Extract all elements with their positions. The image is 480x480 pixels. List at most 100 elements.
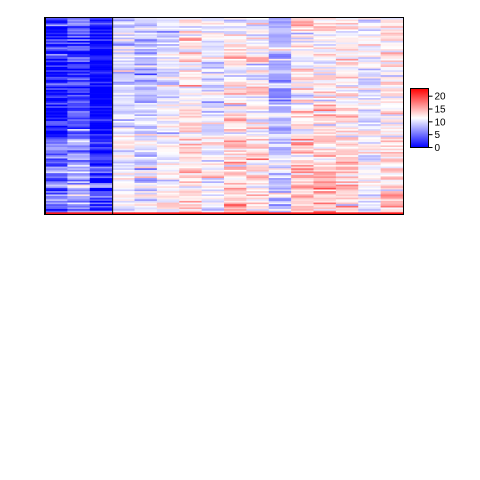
heatmap-cell	[313, 129, 337, 131]
heatmap-cell	[156, 125, 180, 128]
heatmap-cell	[291, 119, 314, 122]
heatmap-cell	[156, 29, 180, 32]
heatmap-cell	[313, 137, 337, 140]
heatmap-cell	[224, 60, 247, 63]
heatmap-cell	[380, 45, 404, 48]
heatmap-cell	[358, 196, 381, 198]
heatmap-cell	[89, 31, 113, 33]
heatmap-cell	[45, 161, 68, 164]
heatmap-cell	[335, 50, 359, 53]
heatmap-cell	[89, 184, 113, 187]
heatmap-cell	[89, 197, 113, 200]
heatmap-cell	[179, 169, 202, 172]
heatmap-cell	[291, 189, 314, 192]
heatmap-cell	[134, 39, 158, 42]
heatmap-cell	[89, 52, 113, 55]
heatmap-cell	[224, 78, 247, 81]
heatmap-cell	[291, 22, 314, 25]
heatmap-cell	[291, 133, 314, 136]
heatmap-cell	[291, 70, 314, 73]
heatmap-cell	[156, 58, 180, 61]
heatmap-cell	[313, 200, 337, 203]
heatmap-cell	[134, 158, 158, 161]
heatmap-cell	[335, 151, 359, 154]
heatmap-cell	[156, 194, 180, 197]
heatmap-cell	[246, 26, 270, 29]
heatmap-cell	[89, 98, 113, 100]
heatmap-cell	[156, 49, 180, 51]
heatmap-cell	[67, 88, 91, 91]
heatmap-cell	[268, 34, 292, 37]
heatmap-cell	[358, 160, 381, 163]
heatmap-cell	[67, 194, 91, 197]
heatmap-cell	[313, 50, 337, 53]
heatmap-cell	[45, 98, 68, 100]
heatmap-cell	[45, 199, 68, 202]
heatmap-cell	[67, 166, 91, 169]
heatmap-cell	[268, 84, 292, 87]
heatmap-cell	[291, 78, 314, 81]
heatmap-cell	[291, 107, 314, 110]
heatmap-cell	[246, 124, 270, 127]
heatmap-cell	[246, 63, 270, 66]
heatmap-cell	[45, 187, 68, 190]
heatmap-cell	[67, 29, 91, 32]
heatmap-cell	[67, 76, 91, 79]
heatmap-cell	[89, 58, 113, 61]
heatmap-cell	[313, 34, 337, 37]
heatmap-cell	[89, 148, 113, 151]
heatmap-cell	[268, 148, 292, 151]
heatmap-cell	[380, 35, 404, 38]
heatmap-cell	[67, 151, 91, 154]
heatmap-cell	[45, 50, 68, 53]
heatmap-cell	[134, 80, 158, 82]
heatmap-cell	[179, 21, 202, 24]
colorbar-tick-label: 5	[435, 130, 441, 141]
heatmap-cell	[380, 22, 404, 25]
heatmap-cell	[313, 83, 337, 86]
heatmap-cell	[179, 94, 202, 97]
heatmap-cell	[335, 197, 359, 200]
heatmap-cell	[358, 80, 381, 82]
heatmap-cell	[313, 155, 337, 158]
heatmap-cell	[291, 117, 314, 120]
heatmap-cell	[268, 112, 292, 115]
heatmap-cell	[89, 71, 113, 74]
heatmap-cell	[268, 196, 292, 198]
heatmap-cell	[134, 212, 158, 215]
heatmap-cell	[156, 45, 180, 48]
heatmap-cell	[335, 78, 359, 81]
heatmap-cell	[45, 22, 68, 25]
heatmap-cell	[112, 91, 135, 94]
heatmap-cell	[201, 18, 225, 20]
heatmap-cell	[246, 129, 270, 131]
heatmap-cell	[45, 49, 68, 51]
heatmap-cell	[313, 75, 337, 78]
heatmap-cell	[112, 19, 135, 22]
heatmap-cell	[246, 86, 270, 89]
heatmap-cell	[291, 210, 314, 213]
heatmap-cell	[246, 96, 270, 99]
heatmap-cell	[313, 171, 337, 174]
heatmap-cell	[179, 212, 202, 215]
heatmap-cell	[112, 132, 135, 135]
heatmap-cell	[156, 169, 180, 172]
heatmap-cell	[246, 39, 270, 42]
heatmap-cell	[134, 44, 158, 47]
heatmap-cell	[380, 187, 404, 190]
heatmap-cell	[335, 158, 359, 161]
heatmap-cell	[179, 96, 202, 99]
heatmap-cell	[89, 207, 113, 210]
heatmap-cell	[179, 40, 202, 43]
heatmap-cell	[380, 176, 404, 179]
heatmap-cell	[313, 140, 337, 143]
heatmap-cell	[45, 197, 68, 200]
heatmap-cell	[358, 155, 381, 158]
heatmap-cell	[89, 96, 113, 99]
heatmap-cell	[224, 49, 247, 51]
heatmap-cell	[134, 93, 158, 96]
heatmap-cell	[335, 147, 359, 149]
heatmap-cell	[380, 107, 404, 110]
heatmap-cell	[335, 204, 359, 207]
